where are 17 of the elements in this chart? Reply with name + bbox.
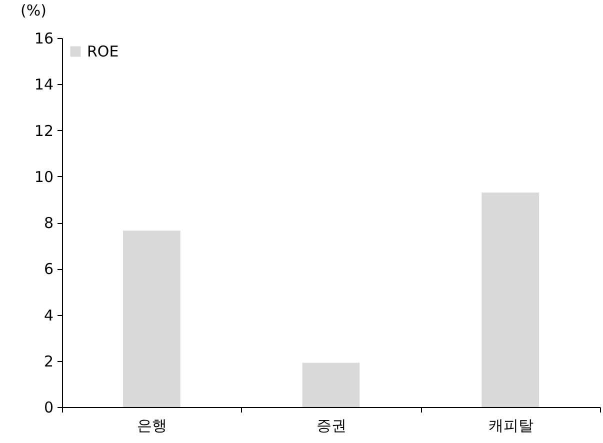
y-tick-label: 2 bbox=[44, 352, 54, 370]
x-tick-label: 은행 bbox=[137, 416, 168, 434]
y-tick-label: 16 bbox=[34, 30, 54, 48]
bar bbox=[482, 192, 540, 407]
y-tick-label: 8 bbox=[44, 214, 54, 232]
x-tick-label: 캐피탈 bbox=[488, 416, 534, 434]
y-axis-title: (%) bbox=[20, 2, 46, 20]
y-tick-label: 12 bbox=[34, 122, 54, 140]
y-tick-label: 6 bbox=[44, 260, 54, 278]
x-tick-label: 증권 bbox=[316, 416, 346, 434]
y-tick-label: 4 bbox=[44, 306, 54, 324]
y-tick-label: 10 bbox=[34, 168, 54, 186]
legend-label: ROE bbox=[87, 42, 119, 60]
y-tick-label: 14 bbox=[34, 76, 54, 94]
bar bbox=[122, 230, 180, 407]
y-tick-label: 0 bbox=[44, 398, 54, 416]
bar bbox=[302, 362, 360, 407]
